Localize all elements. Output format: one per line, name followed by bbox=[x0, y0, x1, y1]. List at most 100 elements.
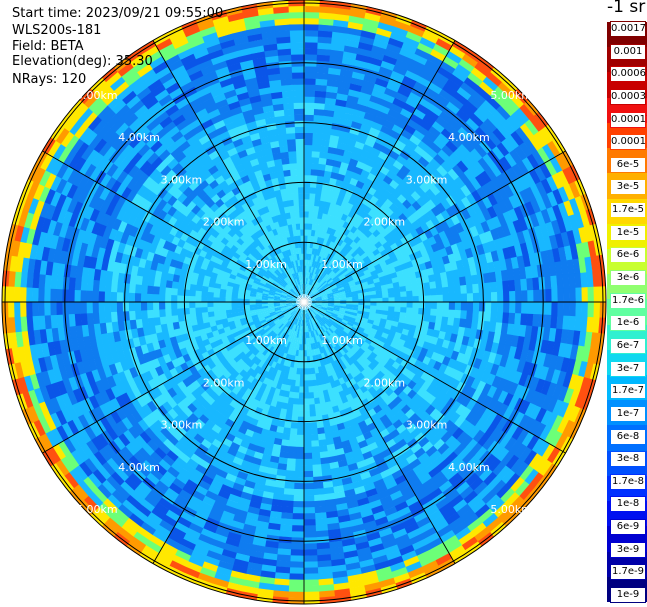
range-bin bbox=[92, 301, 99, 314]
range-bin bbox=[322, 486, 335, 495]
range-bin bbox=[466, 302, 474, 312]
range-bin bbox=[292, 303, 299, 307]
range-bin bbox=[276, 322, 283, 328]
range-bin bbox=[219, 483, 233, 494]
range-bin bbox=[123, 368, 133, 381]
range-bin bbox=[392, 572, 411, 585]
backscatter-bins bbox=[1, 0, 607, 605]
range-bin bbox=[315, 295, 322, 299]
range-bin bbox=[251, 284, 259, 290]
range-bin bbox=[343, 150, 354, 159]
range-bin bbox=[207, 484, 221, 496]
range-bin bbox=[324, 274, 330, 281]
range-bin bbox=[264, 441, 274, 450]
range-bin bbox=[424, 404, 436, 416]
range-bin bbox=[317, 42, 333, 50]
range-bin bbox=[262, 288, 270, 293]
range-bin bbox=[207, 511, 222, 523]
range-bin bbox=[307, 284, 310, 291]
range-bin bbox=[98, 311, 106, 324]
range-bin bbox=[73, 483, 89, 501]
range-bin bbox=[304, 150, 313, 158]
range-bin bbox=[490, 228, 500, 242]
range-bin bbox=[87, 472, 102, 489]
range-bin bbox=[458, 230, 469, 242]
range-bin bbox=[364, 302, 371, 306]
range-bin bbox=[91, 221, 102, 235]
range-bin bbox=[336, 364, 344, 373]
range-bin bbox=[421, 31, 440, 45]
range-bin bbox=[265, 371, 273, 380]
range-bin bbox=[92, 487, 108, 503]
range-bin bbox=[345, 308, 352, 313]
range-bin bbox=[45, 203, 57, 220]
range-bin bbox=[73, 464, 89, 481]
range-bin bbox=[410, 319, 418, 327]
range-bin bbox=[332, 436, 342, 445]
range-bin bbox=[328, 270, 335, 277]
range-bin bbox=[281, 365, 287, 373]
range-bin bbox=[340, 303, 347, 307]
range-bin bbox=[522, 229, 533, 244]
range-bin bbox=[557, 202, 569, 219]
range-bin bbox=[274, 319, 281, 325]
range-bin bbox=[279, 296, 287, 300]
range-bin bbox=[361, 476, 374, 487]
range-bin bbox=[522, 361, 532, 376]
range-bin bbox=[382, 160, 394, 171]
range-bin bbox=[347, 277, 354, 283]
range-bin bbox=[465, 398, 477, 412]
range-bin bbox=[361, 514, 375, 525]
range-bin bbox=[153, 316, 161, 326]
range-bin bbox=[68, 301, 75, 315]
range-bin bbox=[310, 434, 319, 442]
range-bin bbox=[250, 370, 258, 379]
range-bin bbox=[267, 330, 275, 337]
range-bin bbox=[352, 296, 359, 300]
range-bin bbox=[331, 242, 338, 250]
range-bin bbox=[241, 274, 249, 281]
range-bin bbox=[453, 131, 468, 145]
range-bin bbox=[122, 429, 135, 443]
range-bin bbox=[492, 332, 502, 345]
range-bin bbox=[104, 413, 117, 428]
range-bin bbox=[130, 264, 139, 276]
range-bin bbox=[466, 284, 474, 295]
range-bin bbox=[436, 287, 444, 296]
range-bin bbox=[197, 479, 211, 491]
range-bin bbox=[542, 263, 551, 278]
range-bin bbox=[316, 548, 331, 556]
range-bin bbox=[100, 332, 109, 345]
range-bin bbox=[254, 321, 261, 327]
range-bin bbox=[141, 544, 159, 559]
range-bin bbox=[303, 525, 316, 532]
range-bin bbox=[207, 291, 214, 298]
range-bin bbox=[367, 441, 379, 452]
range-bin bbox=[364, 436, 376, 446]
range-bin bbox=[79, 372, 90, 387]
range-bin bbox=[436, 459, 450, 472]
range-bin bbox=[303, 422, 311, 430]
range-bin bbox=[153, 501, 170, 515]
range-bin bbox=[322, 115, 335, 124]
range-bin bbox=[483, 272, 491, 284]
range-bin bbox=[104, 290, 111, 302]
range-bin bbox=[333, 321, 340, 328]
range-bin bbox=[201, 453, 214, 465]
range-bin bbox=[357, 347, 366, 355]
range-bin bbox=[211, 438, 223, 449]
range-bin bbox=[261, 369, 269, 378]
range-bin bbox=[214, 314, 222, 321]
range-bin bbox=[269, 331, 276, 339]
range-bin bbox=[337, 459, 348, 468]
range-bin bbox=[473, 234, 483, 247]
range-bin bbox=[40, 369, 52, 387]
range-bin bbox=[304, 78, 317, 85]
range-bin bbox=[417, 452, 430, 464]
range-bin bbox=[148, 534, 166, 549]
range-bin bbox=[243, 295, 250, 300]
range-bin bbox=[487, 205, 498, 220]
range-bin bbox=[348, 279, 356, 285]
range-bin bbox=[540, 410, 553, 427]
range-bin bbox=[590, 255, 599, 273]
